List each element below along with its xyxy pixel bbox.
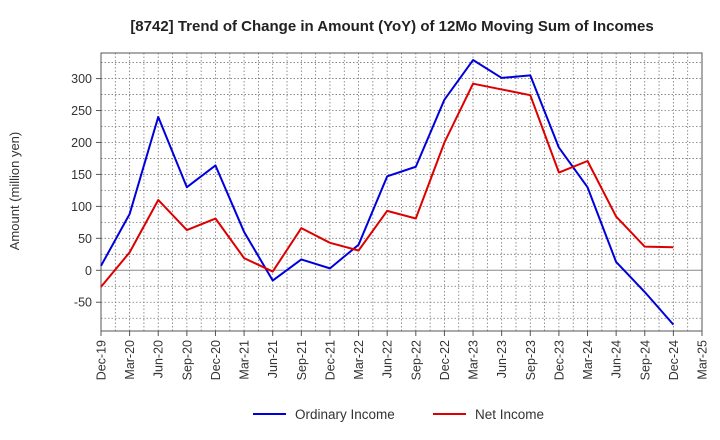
x-tick-label: Sep-20 xyxy=(180,340,194,380)
y-tick-label: 100 xyxy=(71,200,92,214)
y-tick-label: 200 xyxy=(71,136,92,150)
legend-label: Net Income xyxy=(475,407,544,422)
x-tick-label: Jun-21 xyxy=(266,340,280,378)
plot-frame xyxy=(100,52,703,332)
grid xyxy=(101,53,702,331)
x-tick-label: Mar-21 xyxy=(238,340,252,380)
y-axis-label: Amount (million yen) xyxy=(7,132,22,251)
y-tick-label: 150 xyxy=(71,168,92,182)
y-tick-label: 50 xyxy=(78,232,92,246)
y-axis-ticks: -50 0 50 100 150 200 250 300 xyxy=(71,72,101,310)
y-tick-label: 300 xyxy=(71,72,92,86)
x-tick-label: Mar-22 xyxy=(352,340,366,380)
x-tick-label: Dec-22 xyxy=(438,340,452,380)
x-tick-label: Dec-24 xyxy=(667,340,681,380)
y-tick-label: 0 xyxy=(85,264,92,278)
x-tick-label: Mar-24 xyxy=(581,340,595,380)
chart-title: [8742] Trend of Change in Amount (YoY) o… xyxy=(130,18,653,35)
x-tick-label: Dec-21 xyxy=(323,340,337,380)
x-tick-label: Dec-23 xyxy=(552,340,566,380)
y-tick-label: 250 xyxy=(71,104,92,118)
series-line-ordinary-income xyxy=(100,59,675,326)
x-tick-label: Jun-24 xyxy=(610,340,624,378)
x-tick-label: Dec-19 xyxy=(95,340,109,380)
x-tick-label: Dec-20 xyxy=(209,340,223,380)
x-tick-label: Jun-23 xyxy=(495,340,509,378)
legend: Ordinary Income Net Income xyxy=(253,407,544,422)
x-tick-label: Sep-21 xyxy=(295,340,309,380)
legend-label: Ordinary Income xyxy=(295,407,395,422)
series-group xyxy=(100,59,675,326)
x-tick-label: Jun-22 xyxy=(381,340,395,378)
x-tick-label: Mar-23 xyxy=(467,340,481,380)
x-tick-label: Mar-25 xyxy=(696,340,710,380)
series-line-net-income xyxy=(100,82,674,288)
x-tick-label: Mar-20 xyxy=(123,340,137,380)
x-tick-label: Jun-20 xyxy=(152,340,166,378)
x-tick-label: Sep-24 xyxy=(638,340,652,380)
x-axis-ticks: Dec-19 Mar-20 Jun-20 Sep-20 Dec-20 Mar-21 Jun-… xyxy=(95,331,710,380)
y-tick-label: -50 xyxy=(74,296,92,310)
x-tick-label: Sep-22 xyxy=(409,340,423,380)
x-tick-label: Sep-23 xyxy=(524,340,538,380)
